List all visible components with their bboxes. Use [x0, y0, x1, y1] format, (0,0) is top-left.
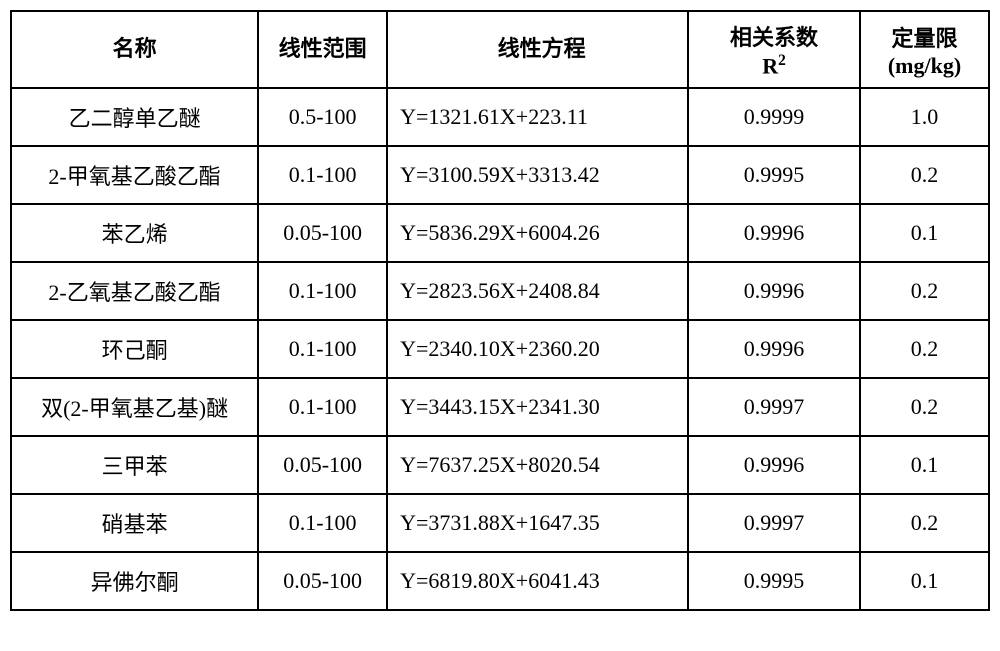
header-loq-prefix: 定量限	[891, 26, 957, 51]
cell-r2: 0.9997	[688, 378, 860, 436]
cell-r2: 0.9996	[688, 320, 860, 378]
cell-loq: 1.0	[860, 88, 989, 146]
cell-loq: 0.2	[860, 146, 989, 204]
header-range: 线性范围	[258, 11, 387, 88]
cell-name: 乙二醇单乙醚	[11, 88, 258, 146]
cell-loq: 0.2	[860, 378, 989, 436]
cell-range: 0.1-100	[258, 320, 387, 378]
cell-equation: Y=6819.80X+6041.43	[387, 552, 688, 610]
cell-r2: 0.9997	[688, 494, 860, 552]
cell-range: 0.05-100	[258, 436, 387, 494]
cell-loq: 0.1	[860, 552, 989, 610]
cell-loq: 0.2	[860, 494, 989, 552]
cell-range: 0.1-100	[258, 494, 387, 552]
cell-equation: Y=3443.15X+2341.30	[387, 378, 688, 436]
cell-equation: Y=2823.56X+2408.84	[387, 262, 688, 320]
cell-equation: Y=7637.25X+8020.54	[387, 436, 688, 494]
cell-name: 三甲苯	[11, 436, 258, 494]
header-r2: 相关系数 R2	[688, 11, 860, 88]
table-row: 苯乙烯 0.05-100 Y=5836.29X+6004.26 0.9996 0…	[11, 204, 989, 262]
table-row: 2-甲氧基乙酸乙酯 0.1-100 Y=3100.59X+3313.42 0.9…	[11, 146, 989, 204]
cell-r2: 0.9996	[688, 262, 860, 320]
cell-range: 0.5-100	[258, 88, 387, 146]
cell-r2: 0.9996	[688, 204, 860, 262]
cell-equation: Y=3731.88X+1647.35	[387, 494, 688, 552]
cell-equation: Y=3100.59X+3313.42	[387, 146, 688, 204]
cell-name: 异佛尔酮	[11, 552, 258, 610]
cell-loq: 0.1	[860, 204, 989, 262]
cell-equation: Y=5836.29X+6004.26	[387, 204, 688, 262]
cell-r2: 0.9995	[688, 552, 860, 610]
cell-equation: Y=1321.61X+223.11	[387, 88, 688, 146]
cell-loq: 0.2	[860, 262, 989, 320]
cell-loq: 0.2	[860, 320, 989, 378]
header-r2-symbol: R	[762, 53, 778, 78]
table-header: 名称 线性范围 线性方程 相关系数 R2 定量限 (mg/kg)	[11, 11, 989, 88]
cell-range: 0.05-100	[258, 552, 387, 610]
cell-range: 0.1-100	[258, 146, 387, 204]
cell-range: 0.1-100	[258, 262, 387, 320]
table-row: 乙二醇单乙醚 0.5-100 Y=1321.61X+223.11 0.9999 …	[11, 88, 989, 146]
cell-name: 2-甲氧基乙酸乙酯	[11, 146, 258, 204]
cell-range: 0.05-100	[258, 204, 387, 262]
table-row: 双(2-甲氧基乙基)醚 0.1-100 Y=3443.15X+2341.30 0…	[11, 378, 989, 436]
table-row: 三甲苯 0.05-100 Y=7637.25X+8020.54 0.9996 0…	[11, 436, 989, 494]
table-row: 异佛尔酮 0.05-100 Y=6819.80X+6041.43 0.9995 …	[11, 552, 989, 610]
cell-range: 0.1-100	[258, 378, 387, 436]
header-row: 名称 线性范围 线性方程 相关系数 R2 定量限 (mg/kg)	[11, 11, 989, 88]
cell-name: 苯乙烯	[11, 204, 258, 262]
header-r2-prefix: 相关系数	[730, 25, 818, 50]
table-row: 2-乙氧基乙酸乙酯 0.1-100 Y=2823.56X+2408.84 0.9…	[11, 262, 989, 320]
cell-name: 硝基苯	[11, 494, 258, 552]
cell-name: 2-乙氧基乙酸乙酯	[11, 262, 258, 320]
cell-r2: 0.9996	[688, 436, 860, 494]
table-body: 乙二醇单乙醚 0.5-100 Y=1321.61X+223.11 0.9999 …	[11, 88, 989, 610]
cell-r2: 0.9999	[688, 88, 860, 146]
table-row: 硝基苯 0.1-100 Y=3731.88X+1647.35 0.9997 0.…	[11, 494, 989, 552]
cell-r2: 0.9995	[688, 146, 860, 204]
cell-loq: 0.1	[860, 436, 989, 494]
header-name: 名称	[11, 11, 258, 88]
cell-name: 双(2-甲氧基乙基)醚	[11, 378, 258, 436]
header-loq-unit: (mg/kg)	[888, 53, 961, 78]
cell-name: 环己酮	[11, 320, 258, 378]
data-table: 名称 线性范围 线性方程 相关系数 R2 定量限 (mg/kg) 乙二醇单乙醚 …	[10, 10, 990, 611]
cell-equation: Y=2340.10X+2360.20	[387, 320, 688, 378]
header-equation: 线性方程	[387, 11, 688, 88]
header-r2-sup: 2	[778, 52, 786, 69]
table-row: 环己酮 0.1-100 Y=2340.10X+2360.20 0.9996 0.…	[11, 320, 989, 378]
header-loq: 定量限 (mg/kg)	[860, 11, 989, 88]
